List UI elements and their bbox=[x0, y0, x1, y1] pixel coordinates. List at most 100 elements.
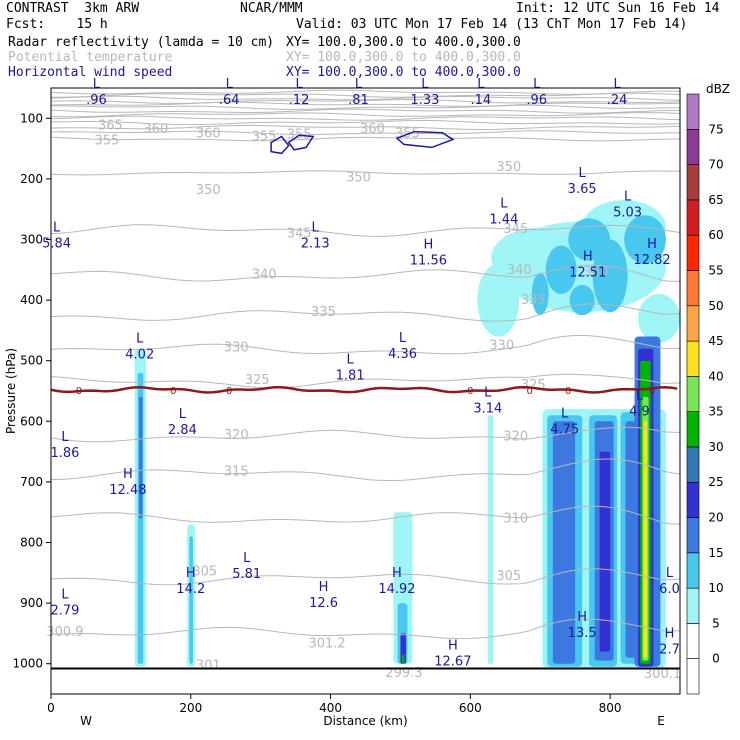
colorbar: dBZ 0 5 10 15 20 25 30 35 40 45 50 55 60 65 70 75 bbox=[686, 82, 730, 695]
wind-extremum-kind: L bbox=[421, 77, 429, 92]
wind-extremum-kind: H bbox=[424, 237, 434, 252]
theta-label: 315 bbox=[224, 465, 249, 480]
theta-label: 320 bbox=[503, 429, 528, 444]
colorbar-tick-label: 55 bbox=[708, 263, 723, 277]
axis-layer: Distance (km) Pressure (hPa) W E 100 200 3… bbox=[4, 87, 681, 728]
theta-contour bbox=[50, 224, 681, 237]
x-axis-east-label: E bbox=[657, 714, 665, 728]
colorbar-swatch bbox=[686, 270, 700, 307]
init-time: Init: 12 UTC Sun 16 Feb 14 bbox=[516, 1, 720, 16]
freezing-level-label: 0 bbox=[467, 386, 473, 397]
theta-contour bbox=[50, 92, 681, 98]
theta-contour bbox=[50, 373, 681, 389]
wind-extremum-kind: H bbox=[665, 627, 675, 642]
theta-label: 335 bbox=[311, 305, 336, 320]
wind-extremum-kind: L bbox=[666, 566, 674, 581]
reflectivity-cell bbox=[531, 272, 549, 316]
wind-extremum-kind: H bbox=[123, 467, 133, 482]
theta-label: 350 bbox=[346, 171, 371, 186]
y-axis-label: Pressure (hPa) bbox=[4, 348, 18, 434]
theta-label: 325 bbox=[245, 373, 270, 388]
wind-extremum-value: 2.7 bbox=[659, 643, 680, 658]
wind-extremum-value: 5.81 bbox=[232, 567, 261, 582]
reflectivity-fill-layer bbox=[134, 200, 680, 669]
wind-extremum-kind: L bbox=[500, 196, 508, 211]
colorbar-swatch bbox=[686, 517, 700, 554]
theta-contour bbox=[50, 505, 681, 525]
reflectivity-cell bbox=[592, 239, 628, 313]
wind-extremum-value: 1.44 bbox=[489, 212, 518, 227]
colorbar-tick-label: 0 bbox=[712, 652, 720, 666]
wind-extremum-value: 1.33 bbox=[410, 93, 439, 108]
model-title: CONTRAST 3km ARW bbox=[6, 1, 140, 16]
y-tick-label: 500 bbox=[20, 354, 43, 368]
freezing-level-label: 0 bbox=[527, 386, 533, 397]
wind-extremum-kind: L bbox=[561, 407, 569, 422]
wind-extremum-value: 4.36 bbox=[388, 347, 417, 362]
wind-extremum-kind: L bbox=[613, 77, 621, 92]
org-label: NCAR/MMM bbox=[240, 1, 303, 16]
field-wind-label: Horizontal wind speed bbox=[8, 65, 173, 80]
colorbar-tick-label: 75 bbox=[708, 122, 723, 136]
colorbar-tick-label: 50 bbox=[708, 299, 723, 313]
wind-extremum-value: 14.92 bbox=[378, 582, 415, 597]
theta-contour bbox=[50, 125, 681, 130]
theta-label: 360 bbox=[143, 122, 168, 137]
field-theta-xy: XY= 100.0,300.0 to 400.0,300.0 bbox=[286, 50, 521, 65]
theta-label: 330 bbox=[489, 339, 514, 354]
colorbar-tick-label: 5 bbox=[712, 616, 720, 630]
reflectivity-cell bbox=[401, 654, 405, 664]
colorbar-swatch bbox=[686, 481, 700, 518]
theta-contour bbox=[50, 170, 681, 176]
theta-label: 305 bbox=[192, 565, 217, 580]
freezing-level-label: 0 bbox=[170, 386, 176, 397]
theta-label: 340 bbox=[584, 265, 609, 280]
wind-extremum-value: 12.82 bbox=[633, 253, 670, 268]
theta-contour bbox=[50, 108, 681, 114]
wind-extremum-kind: L bbox=[484, 385, 492, 400]
reflectivity-cell bbox=[624, 215, 667, 264]
colorbar-swatch bbox=[686, 446, 700, 483]
wind-contour bbox=[395, 130, 455, 149]
wind-extremum-kind: H bbox=[319, 580, 329, 595]
y-tick-label: 300 bbox=[20, 233, 43, 247]
forecast-hour: Fcst: 15 h bbox=[6, 17, 108, 32]
theta-contour bbox=[50, 120, 681, 126]
valid-time: Valid: 03 UTC Mon 17 Feb 14 (13 ChT Mon … bbox=[296, 17, 688, 32]
wind-extremum-value: .96 bbox=[86, 93, 107, 108]
wind-contour bbox=[287, 134, 315, 151]
wind-extremum-value: 1.86 bbox=[51, 446, 80, 461]
x-tick-label: 200 bbox=[179, 701, 202, 715]
wind-extremum-value: .24 bbox=[607, 93, 628, 108]
wind-extremum-value: .12 bbox=[289, 93, 310, 108]
y-tick-label: 600 bbox=[20, 414, 43, 428]
wind-extremum-value: .14 bbox=[470, 93, 491, 108]
colorbar-swatch bbox=[686, 93, 700, 130]
colorbar-swatch bbox=[686, 199, 700, 236]
x-axis-label: Distance (km) bbox=[323, 714, 407, 728]
theta-label: 325 bbox=[521, 378, 546, 393]
x-tick-label: 800 bbox=[599, 701, 622, 715]
theta-label: 320 bbox=[224, 428, 249, 443]
wind-extremum-kind: L bbox=[243, 551, 251, 566]
reflectivity-cell bbox=[477, 263, 520, 337]
colorbar-swatch bbox=[686, 164, 700, 201]
field-wind-xy: XY= 100.0,300.0 to 400.0,300.0 bbox=[286, 65, 521, 80]
theta-label: 330 bbox=[224, 340, 249, 355]
theta-label: 310 bbox=[503, 511, 528, 526]
theta-label: 340 bbox=[252, 268, 277, 283]
wind-extremum-value: 12.48 bbox=[109, 483, 146, 498]
wind-extremum-value: 2.84 bbox=[168, 423, 197, 438]
colorbar-swatch bbox=[686, 587, 700, 624]
y-tick-label: 100 bbox=[20, 111, 43, 125]
reflectivity-cell bbox=[545, 245, 577, 295]
y-tick-label: 200 bbox=[20, 172, 43, 186]
field-theta-label: Potential temperature bbox=[8, 50, 173, 65]
theta-label: 360 bbox=[360, 122, 385, 137]
wind-contour-layer bbox=[270, 130, 455, 155]
x-tick-label: 400 bbox=[319, 701, 342, 715]
wind-extremum-value: 3.65 bbox=[568, 182, 597, 197]
theta-contour bbox=[50, 303, 681, 322]
wind-extremum-value: 12.51 bbox=[569, 266, 606, 281]
